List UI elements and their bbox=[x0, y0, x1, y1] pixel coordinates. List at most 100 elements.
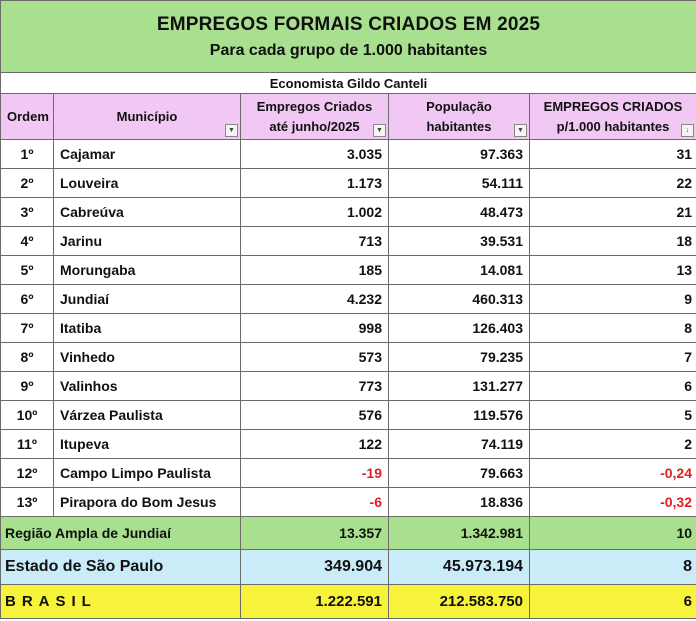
cell-per1000: 21 bbox=[528, 197, 696, 227]
cell-municipio: Cajamar bbox=[53, 139, 241, 169]
table-row: 1º Cajamar 3.035 97.363 31 bbox=[0, 139, 696, 169]
page-title: EMPREGOS FORMAIS CRIADOS EM 2025 bbox=[156, 13, 541, 35]
cell-ordem: 5º bbox=[0, 255, 54, 285]
cell-empregos: -19 bbox=[240, 458, 389, 488]
summary-per1000: 10 bbox=[528, 516, 696, 550]
cell-ordem: 3º bbox=[0, 197, 54, 227]
title-row: EMPREGOS FORMAIS CRIADOS EM 2025 Para ca… bbox=[0, 0, 696, 73]
cell-empregos: 576 bbox=[240, 400, 389, 430]
summary-label: BRASIL bbox=[0, 584, 241, 619]
header-ordem: Ordem bbox=[0, 93, 54, 140]
cell-empregos: 4.232 bbox=[240, 284, 389, 314]
summary-label: Estado de São Paulo bbox=[0, 549, 241, 585]
author-row: Economista Gildo Canteli bbox=[0, 72, 696, 94]
summary-per1000: 8 bbox=[528, 549, 696, 585]
cell-municipio: Louveira bbox=[53, 168, 241, 198]
table-row: 2º Louveira 1.173 54.111 22 bbox=[0, 168, 696, 198]
summary-populacao: 1.342.981 bbox=[388, 516, 530, 550]
header-municipio-label: Município bbox=[116, 108, 178, 124]
author-label: Economista Gildo Canteli bbox=[0, 72, 696, 94]
summary-row-regiao: Região Ampla de Jundiaí 13.357 1.342.981… bbox=[0, 516, 696, 550]
table-row: 10º Várzea Paulista 576 119.576 5 bbox=[0, 400, 696, 430]
cell-per1000: 9 bbox=[528, 284, 696, 314]
cell-populacao: 97.363 bbox=[388, 139, 530, 169]
header-municipio: Município ▼ bbox=[53, 93, 241, 140]
cell-empregos: 713 bbox=[240, 226, 389, 256]
cell-populacao: 131.277 bbox=[388, 371, 530, 401]
cell-empregos: 185 bbox=[240, 255, 389, 285]
cell-populacao: 39.531 bbox=[388, 226, 530, 256]
table-row: 12º Campo Limpo Paulista -19 79.663 -0,24 bbox=[0, 458, 696, 488]
cell-per1000: -0,24 bbox=[528, 458, 696, 488]
cell-empregos: 773 bbox=[240, 371, 389, 401]
cell-ordem: 12º bbox=[0, 458, 54, 488]
cell-populacao: 126.403 bbox=[388, 313, 530, 343]
header-per1000: EMPREGOS CRIADOS p/1.000 habitantes ↓ bbox=[528, 93, 696, 140]
cell-ordem: 6º bbox=[0, 284, 54, 314]
cell-municipio: Cabreúva bbox=[53, 197, 241, 227]
summary-empregos: 13.357 bbox=[240, 516, 389, 550]
header-per1000-line1: EMPREGOS CRIADOS bbox=[543, 98, 683, 114]
header-populacao-line2: habitantes bbox=[426, 118, 492, 134]
cell-populacao: 74.119 bbox=[388, 429, 530, 459]
header-per1000-line2: p/1.000 habitantes bbox=[556, 118, 670, 134]
summary-per1000: 6 bbox=[528, 584, 696, 619]
filter-dropdown-icon[interactable]: ▼ bbox=[514, 124, 527, 137]
summary-empregos: 1.222.591 bbox=[240, 584, 389, 619]
cell-populacao: 79.663 bbox=[388, 458, 530, 488]
header-empregos: Empregos Criados até junho/2025 ▼ bbox=[240, 93, 389, 140]
header-populacao-line1: População bbox=[426, 98, 492, 114]
cell-per1000: 8 bbox=[528, 313, 696, 343]
cell-municipio: Itatiba bbox=[53, 313, 241, 343]
summary-row-brasil: BRASIL 1.222.591 212.583.750 6 bbox=[0, 584, 696, 619]
cell-empregos: 3.035 bbox=[240, 139, 389, 169]
table-row: 11º Itupeva 122 74.119 2 bbox=[0, 429, 696, 459]
cell-per1000: 2 bbox=[528, 429, 696, 459]
cell-ordem: 7º bbox=[0, 313, 54, 343]
filter-dropdown-icon[interactable]: ▼ bbox=[225, 124, 238, 137]
cell-municipio: Itupeva bbox=[53, 429, 241, 459]
table-row: 7º Itatiba 998 126.403 8 bbox=[0, 313, 696, 343]
cell-populacao: 14.081 bbox=[388, 255, 530, 285]
cell-empregos: 122 bbox=[240, 429, 389, 459]
cell-municipio: Valinhos bbox=[53, 371, 241, 401]
cell-municipio: Jundiaí bbox=[53, 284, 241, 314]
table-row: 13º Pirapora do Bom Jesus -6 18.836 -0,32 bbox=[0, 487, 696, 517]
cell-per1000: 13 bbox=[528, 255, 696, 285]
table-row: 3º Cabreúva 1.002 48.473 21 bbox=[0, 197, 696, 227]
cell-per1000: 5 bbox=[528, 400, 696, 430]
cell-municipio: Jarinu bbox=[53, 226, 241, 256]
cell-empregos: 1.002 bbox=[240, 197, 389, 227]
sort-filter-icon[interactable]: ↓ bbox=[681, 124, 695, 137]
cell-per1000: 22 bbox=[528, 168, 696, 198]
table-row: 6º Jundiaí 4.232 460.313 9 bbox=[0, 284, 696, 314]
summary-populacao: 212.583.750 bbox=[388, 584, 530, 619]
cell-populacao: 18.836 bbox=[388, 487, 530, 517]
cell-populacao: 54.111 bbox=[388, 168, 530, 198]
cell-per1000: 7 bbox=[528, 342, 696, 372]
summary-populacao: 45.973.194 bbox=[388, 549, 530, 585]
cell-empregos: 998 bbox=[240, 313, 389, 343]
cell-municipio: Pirapora do Bom Jesus bbox=[53, 487, 241, 517]
cell-per1000: 18 bbox=[528, 226, 696, 256]
cell-populacao: 48.473 bbox=[388, 197, 530, 227]
table-row: 8º Vinhedo 573 79.235 7 bbox=[0, 342, 696, 372]
cell-municipio: Várzea Paulista bbox=[53, 400, 241, 430]
page-subtitle: Para cada grupo de 1.000 habitantes bbox=[209, 41, 488, 59]
cell-ordem: 10º bbox=[0, 400, 54, 430]
table-row: 4º Jarinu 713 39.531 18 bbox=[0, 226, 696, 256]
cell-empregos: 573 bbox=[240, 342, 389, 372]
cell-ordem: 2º bbox=[0, 168, 54, 198]
header-populacao: População habitantes ▼ bbox=[388, 93, 530, 140]
header-empregos-line2: até junho/2025 bbox=[269, 118, 360, 134]
cell-ordem: 8º bbox=[0, 342, 54, 372]
cell-populacao: 79.235 bbox=[388, 342, 530, 372]
title-cell: EMPREGOS FORMAIS CRIADOS EM 2025 Para ca… bbox=[0, 0, 696, 73]
cell-ordem: 4º bbox=[0, 226, 54, 256]
filter-dropdown-icon[interactable]: ▼ bbox=[373, 124, 386, 137]
cell-ordem: 11º bbox=[0, 429, 54, 459]
header-row: Ordem Município ▼ Empregos Criados até jun… bbox=[0, 93, 696, 140]
header-empregos-line1: Empregos Criados bbox=[256, 98, 373, 114]
cell-empregos: 1.173 bbox=[240, 168, 389, 198]
